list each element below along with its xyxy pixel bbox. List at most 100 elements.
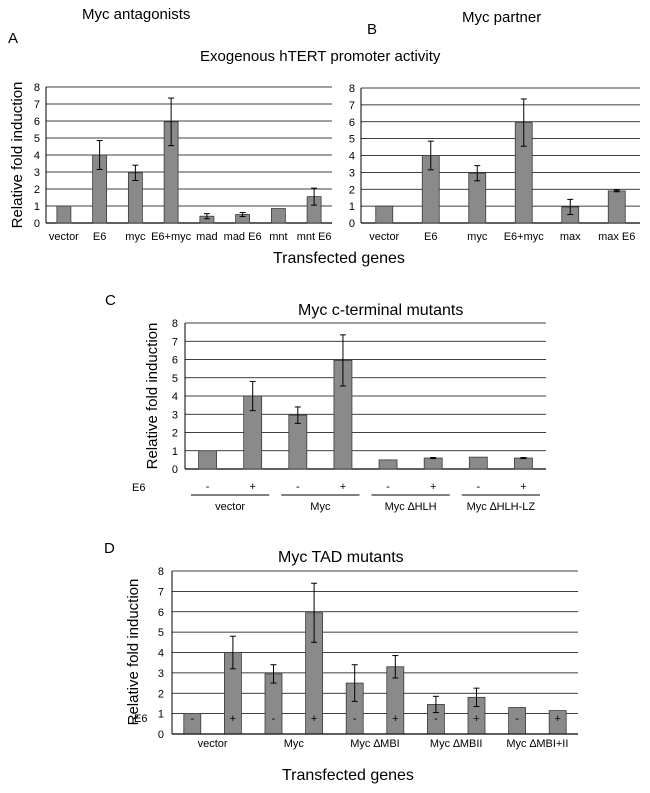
x-tick-label: - <box>206 481 210 493</box>
y-tick-label: 6 <box>349 117 355 129</box>
panel-letter-c: C <box>105 292 116 309</box>
bar <box>378 459 398 470</box>
x-tick-label: - <box>386 481 390 493</box>
y-tick-label: 8 <box>34 82 40 94</box>
x-tick-label: + <box>520 481 526 493</box>
group-label: Myc ∆MBI <box>350 738 400 750</box>
chart-panel-b: 0 1 2 3 4 5 6 7 8 vector E6 myc E6+myc max max E6 <box>349 83 640 243</box>
group-label: Myc ∆HLH <box>385 501 437 513</box>
x-tick-label: + <box>311 713 317 725</box>
y-tick-label: 0 <box>172 464 178 476</box>
y-tick-label: 6 <box>34 116 40 128</box>
panel-letter-a: A <box>8 30 18 47</box>
y-tick-label: 7 <box>158 586 164 598</box>
y-tick-label: 2 <box>349 184 355 196</box>
row-label: E6 <box>134 713 147 725</box>
y-tick-label: 4 <box>172 391 178 403</box>
shared-title: Exogenous hTERT promoter activity <box>200 48 441 65</box>
shared-xlabel-ab: Transfected genes <box>273 250 405 267</box>
x-tick-label: vector <box>369 231 399 243</box>
bar <box>375 205 394 224</box>
x-tick-label: mnt E6 <box>297 231 332 243</box>
x-tick-label: + <box>340 481 346 493</box>
y-tick-label: 2 <box>158 688 164 700</box>
x-tick-label: - <box>515 713 519 725</box>
y-tick-label: 7 <box>34 99 40 111</box>
group-label: vector <box>215 501 245 513</box>
bar <box>270 208 286 224</box>
bar <box>514 457 533 470</box>
heading-a: Myc antagonists <box>82 6 190 23</box>
y-tick-label: 6 <box>158 607 164 619</box>
y-tick-label: 6 <box>172 355 178 367</box>
chart-panel-d: Myc TAD mutants 0 1 2 3 4 5 6 7 8 Relative fold in… <box>125 549 578 750</box>
y-tick-label: 8 <box>349 83 355 95</box>
y-axis-label: Relative fold induction <box>125 579 142 726</box>
y-tick-label: 3 <box>349 167 355 179</box>
chart-title: Myc c-terminal mutants <box>298 302 463 319</box>
y-tick-label: 5 <box>172 373 178 385</box>
x-tick-label: - <box>190 713 194 725</box>
chart-title: Myc TAD mutants <box>278 549 404 566</box>
y-tick-label: 8 <box>172 318 178 330</box>
y-tick-label: 5 <box>158 627 164 639</box>
x-tick-label: E6 <box>93 231 106 243</box>
x-tick-label: mad <box>196 231 217 243</box>
y-tick-label: 1 <box>158 709 164 721</box>
x-tick-label: mnt <box>269 231 287 243</box>
y-tick-label: 7 <box>172 336 178 348</box>
bar <box>198 450 217 470</box>
y-tick-label: 1 <box>172 446 178 458</box>
x-tick-label: - <box>476 481 480 493</box>
y-tick-label: 8 <box>158 566 164 578</box>
row-label: E6 <box>132 482 145 494</box>
y-tick-label: 4 <box>349 151 355 163</box>
panel-letter-d: D <box>104 540 115 557</box>
x-tick-label: + <box>392 713 398 725</box>
chart-panel-c: Myc c-terminal mutants 0 1 2 3 4 5 6 7 8 Relative … <box>132 302 546 513</box>
y-tick-label: 7 <box>349 100 355 112</box>
y-tick-label: 3 <box>158 668 164 680</box>
group-label: Myc ∆HLH-LZ <box>467 501 536 513</box>
y-tick-label: 0 <box>158 729 164 741</box>
y-tick-label: 3 <box>34 167 40 179</box>
chart-panel-a: 0 1 2 3 4 5 6 7 8 Relative fold induction vector E6… <box>9 82 332 243</box>
x-tick-label: + <box>430 481 436 493</box>
y-tick-label: 4 <box>34 150 40 162</box>
group-label: Myc <box>310 501 331 513</box>
group-label: Myc <box>284 738 305 750</box>
x-tick-label: + <box>230 713 236 725</box>
x-tick-label: E6 <box>424 231 437 243</box>
y-tick-label: 5 <box>34 133 40 145</box>
y-axis-label: Relative fold induction <box>144 323 161 470</box>
x-tick-label: + <box>554 713 560 725</box>
y-tick-label: 2 <box>34 184 40 196</box>
y-tick-label: 4 <box>158 648 164 660</box>
x-tick-label: - <box>272 713 276 725</box>
y-tick-label: 1 <box>349 201 355 213</box>
y-tick-label: 5 <box>349 134 355 146</box>
bar <box>468 456 488 470</box>
x-tick-label: - <box>434 713 438 725</box>
x-tick-label: myc <box>125 231 146 243</box>
x-tick-label: + <box>249 481 255 493</box>
y-tick-label: 0 <box>34 218 40 230</box>
x-tick-label: max <box>560 231 581 243</box>
heading-b: Myc partner <box>462 9 541 26</box>
x-tick-label: max E6 <box>598 231 635 243</box>
y-tick-label: 1 <box>34 201 40 213</box>
shared-xlabel-d: Transfected genes <box>282 767 414 784</box>
x-tick-label: + <box>473 713 479 725</box>
bar <box>423 457 443 470</box>
group-label: vector <box>198 738 228 750</box>
x-tick-label: mad E6 <box>224 231 262 243</box>
group-label: Myc ∆MBI+II <box>506 738 568 750</box>
y-axis-label: Relative fold induction <box>9 82 26 229</box>
y-tick-label: 0 <box>349 218 355 230</box>
bar <box>56 205 72 224</box>
y-tick-label: 2 <box>172 428 178 440</box>
group-label: Myc ∆MBII <box>430 738 483 750</box>
x-tick-label: E6+myc <box>504 231 545 243</box>
bar <box>607 190 626 224</box>
